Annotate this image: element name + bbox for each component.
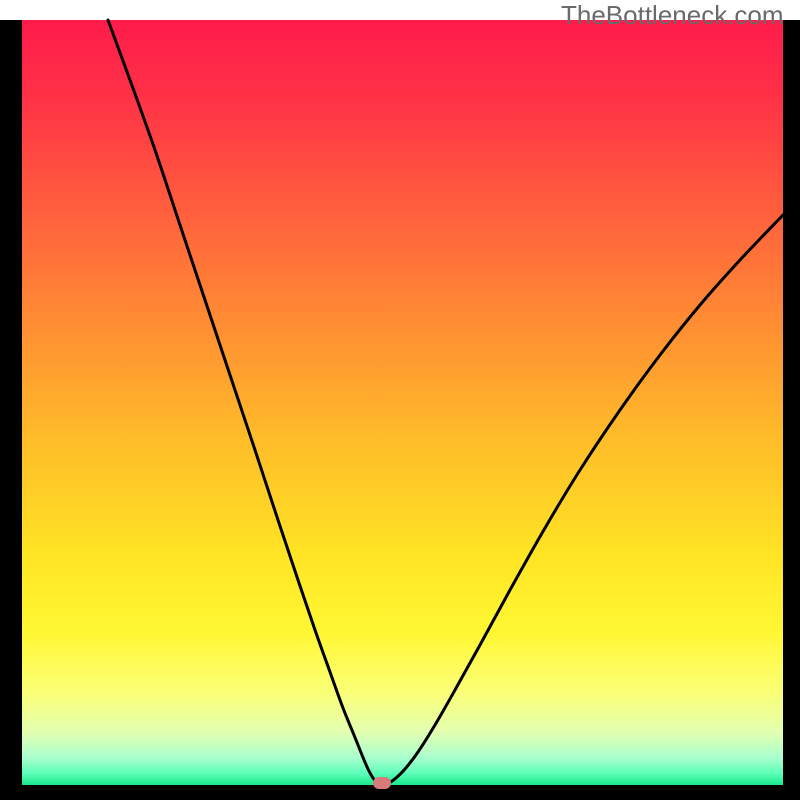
watermark-text: TheBottleneck.com xyxy=(561,0,784,31)
curve-path xyxy=(108,20,783,785)
minimum-marker xyxy=(373,777,391,789)
chart-root: TheBottleneck.com xyxy=(0,0,800,800)
bottleneck-curve xyxy=(0,0,800,800)
